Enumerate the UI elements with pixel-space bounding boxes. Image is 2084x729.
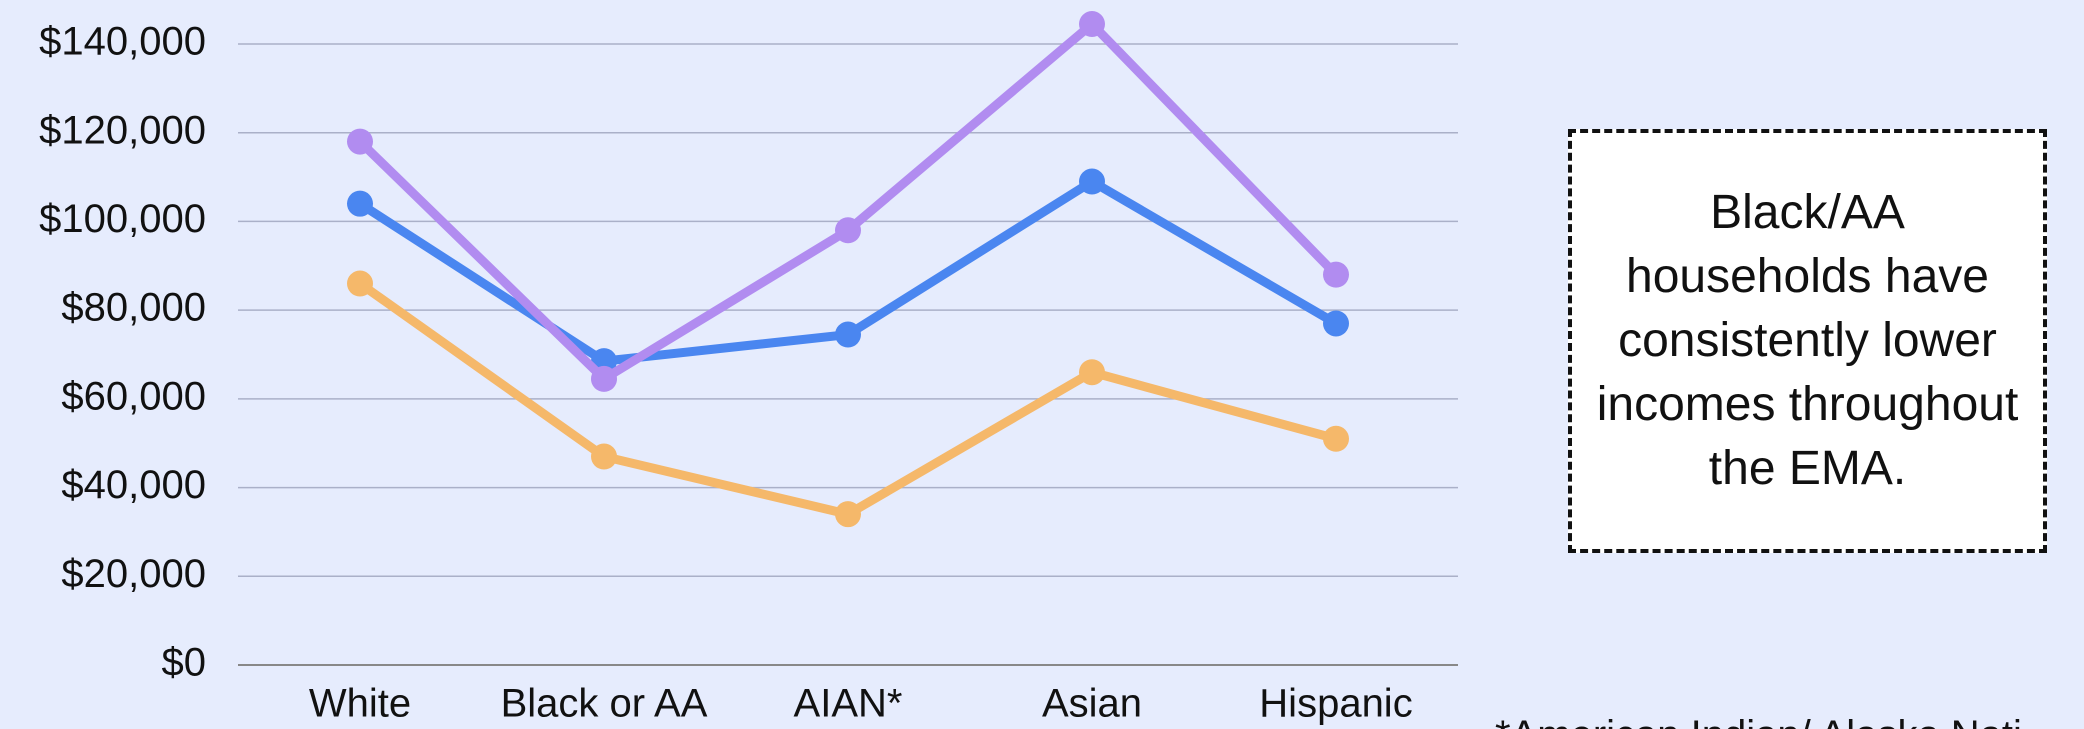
data-point [835,321,861,348]
x-tick-label: Black or AA [501,682,708,726]
y-tick-label: $100,000 [39,197,206,241]
x-tick-label: Asian [1042,682,1142,726]
data-point [1079,359,1105,386]
data-point [835,217,861,244]
data-point [591,365,617,392]
data-point [1323,425,1349,452]
y-tick-label: $60,000 [61,374,206,418]
y-tick-label: $20,000 [61,552,206,596]
y-tick-label: $40,000 [61,463,206,507]
annotation-box: Black/AA households have consistently lo… [1568,129,2047,553]
x-tick-label: Hispanic [1259,682,1412,726]
x-tick-label: AIAN* [794,682,903,726]
y-tick-label: $120,000 [39,108,206,152]
footnote: *American Indian/ Alaska Nati [1495,713,2022,729]
data-point [1323,310,1349,337]
data-point [1323,261,1349,288]
data-point [347,128,373,155]
data-point [1079,11,1105,38]
data-point [1079,168,1105,195]
x-tick-label: White [309,682,411,726]
data-point [591,443,617,470]
data-point [835,501,861,528]
y-tick-label: $140,000 [39,20,206,64]
data-point [347,270,373,297]
data-point [347,190,373,217]
y-tick-label: $0 [162,641,207,685]
y-tick-label: $80,000 [61,286,206,330]
